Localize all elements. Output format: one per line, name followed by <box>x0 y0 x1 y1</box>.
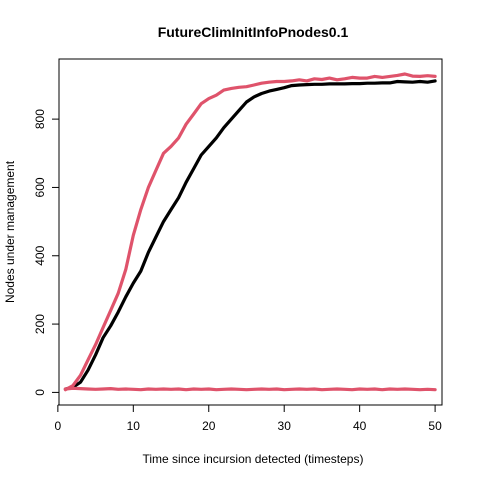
series-line-1 <box>63 79 437 391</box>
x-tick-label: 40 <box>353 419 367 433</box>
x-tick-label: 20 <box>202 419 216 433</box>
y-tick-label: 800 <box>33 109 47 129</box>
x-axis-label: Time since incursion detected (timesteps… <box>143 452 364 466</box>
x-tick-label: 30 <box>278 419 292 433</box>
chart-title: FutureClimInitInfoPnodes0.1 <box>158 24 349 40</box>
series-line-3 <box>63 386 437 392</box>
y-tick-label: 400 <box>33 245 47 265</box>
y-axis-label: Nodes under management <box>3 160 17 303</box>
y-axis: 0 200 400 600 800 <box>33 109 60 396</box>
x-tick-label: 0 <box>55 419 62 433</box>
y-tick-label: 600 <box>33 177 47 197</box>
series-layer <box>63 72 437 392</box>
x-tick-label: 10 <box>127 419 141 433</box>
series-line-2 <box>63 72 437 392</box>
y-tick-label: 0 <box>33 389 47 396</box>
x-tick-label: 50 <box>428 419 442 433</box>
y-tick-label: 200 <box>33 314 47 334</box>
x-axis: 0 10 20 30 40 50 <box>55 404 442 433</box>
